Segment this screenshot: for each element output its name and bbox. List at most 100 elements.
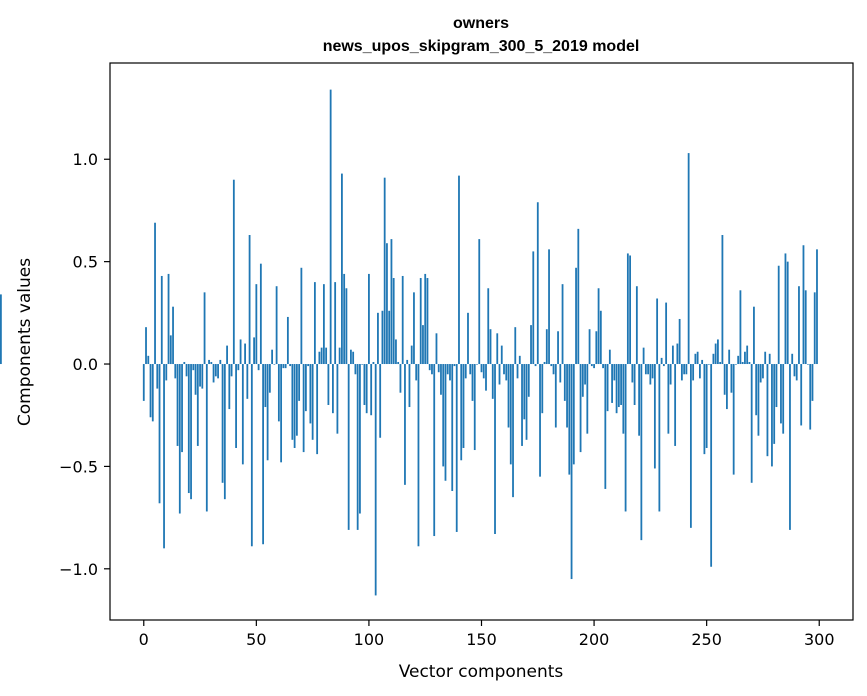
bar-296 [809,364,812,430]
bar-158 [498,364,501,385]
bar-230 [660,357,663,365]
bar-164 [512,364,514,498]
y-axis-label: Components values [15,258,35,426]
bar-29 [208,359,210,365]
bar-37 [226,345,228,365]
bar-269 [748,361,751,365]
bar-177 [541,364,544,414]
bar-267 [744,351,746,365]
bar-256 [719,361,722,365]
bar-246 [696,351,699,365]
bar-73 [307,364,310,367]
bar-228 [656,298,659,365]
bar-224 [647,364,650,375]
bar-124 [422,325,424,365]
bar-282 [777,265,780,365]
chart-subtitle: news_upos_skipgram_300_5_2019 model [323,38,640,55]
bar-161 [505,364,508,381]
bar-12 [169,335,172,365]
bar-150 [480,364,483,373]
bar-89 [343,273,346,365]
bar-61 [280,364,283,463]
bar-75 [311,364,314,440]
x-tick-label: 200 [579,630,610,649]
bar-140 [458,175,460,365]
bar-130 [435,333,438,365]
bar-149 [478,239,481,365]
bar-50 [255,284,258,365]
bar-88 [341,173,343,365]
bar-201 [595,331,598,365]
bar-31 [212,364,215,383]
x-tick-label: 50 [246,630,266,649]
bar-166 [516,364,519,379]
bar-288 [791,353,794,365]
bar-116 [404,364,406,485]
bar-144 [467,312,469,365]
bar-5 [154,222,156,365]
bar-285 [784,253,787,365]
bars-group [0,89,818,596]
bar-289 [793,364,796,377]
bar-118 [408,364,411,408]
bar-2 [147,355,150,365]
y-tick-label: 0.0 [73,355,98,374]
bar-199 [590,364,593,367]
bar-107 [383,177,386,365]
bar-113 [397,361,400,365]
bar-226 [651,364,654,379]
bar-259 [726,364,728,410]
bar-263 [735,364,737,365]
bar-104 [377,312,379,365]
bar-202 [597,288,600,365]
bar-22 [192,364,195,371]
bar-92 [350,349,352,365]
bar-178 [543,361,546,365]
bar-115 [401,275,404,365]
bar-184 [557,331,559,365]
bar-281 [775,364,778,408]
bar-215 [626,253,629,365]
bar-123 [419,278,422,365]
bar-49 [253,337,255,365]
bar-159 [500,345,503,365]
bar-76 [313,282,316,365]
bar-271 [753,306,755,365]
bar-18 [183,361,186,365]
bar-81 [325,347,328,365]
bar-213 [622,364,625,434]
bar-203 [599,310,602,365]
bar-111 [392,278,395,365]
bar-132 [440,364,442,395]
bar-94 [354,364,357,375]
bar-68 [295,364,298,436]
bar-183 [554,364,557,428]
bar-13 [172,306,174,365]
bar-292 [800,364,803,426]
bar-58 [273,364,276,365]
bar-180 [548,249,550,365]
bar-275 [762,364,764,379]
bar-261 [730,364,733,393]
x-tick-label: 150 [466,630,497,649]
x-axis-label: Vector components [399,662,564,682]
bar-87 [338,347,341,365]
bar-251 [708,364,710,365]
bar-152 [485,364,487,391]
bar-117 [406,359,409,365]
bar-194 [579,364,582,453]
bar-44 [241,364,244,465]
bar-119 [410,345,413,365]
bar-15 [176,364,179,446]
bar-278 [768,353,771,365]
bar-176 [539,364,541,477]
bar-139 [455,364,458,532]
bar-143 [464,364,467,379]
bar-undefined [0,294,2,365]
bar-234 [669,364,672,385]
bar-192 [575,267,577,365]
bar-206 [606,364,609,412]
bar-220 [638,364,641,436]
bar-227 [653,364,656,469]
bar-25 [199,364,201,387]
